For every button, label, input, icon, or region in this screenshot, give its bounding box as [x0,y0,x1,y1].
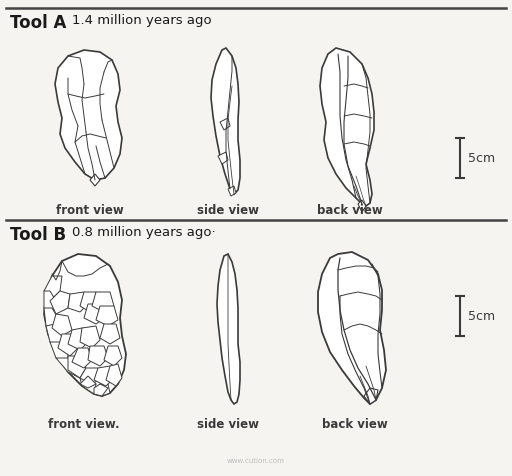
Polygon shape [55,50,122,180]
Polygon shape [94,366,114,386]
Text: side view: side view [197,418,259,431]
Text: side view: side view [197,204,259,217]
Polygon shape [211,48,240,194]
Polygon shape [88,346,108,366]
Text: front view: front view [56,204,124,217]
Polygon shape [100,324,120,344]
Polygon shape [50,291,70,314]
Polygon shape [104,346,122,366]
Text: back view: back view [322,418,388,431]
Text: front view.: front view. [48,418,120,431]
Polygon shape [320,48,374,206]
Polygon shape [44,254,126,396]
Polygon shape [44,291,56,314]
Text: back view: back view [317,204,383,217]
Text: Tool A: Tool A [10,14,67,32]
Text: 0.8 million years ago·: 0.8 million years ago· [72,226,216,239]
Polygon shape [44,276,62,301]
Polygon shape [84,304,104,324]
Polygon shape [80,292,100,312]
Polygon shape [318,252,386,404]
Polygon shape [106,364,122,386]
Text: 1.4 million years ago: 1.4 million years ago [72,14,211,27]
Text: www.cution.com: www.cution.com [227,458,285,464]
Polygon shape [228,186,236,196]
Polygon shape [72,348,92,368]
Polygon shape [68,328,88,350]
Polygon shape [220,118,230,130]
Polygon shape [94,384,110,396]
Polygon shape [80,326,100,348]
Polygon shape [92,292,114,312]
Text: 5cm: 5cm [468,151,495,165]
Polygon shape [96,306,118,326]
Polygon shape [68,356,86,378]
Polygon shape [217,254,240,404]
Polygon shape [50,342,68,364]
Polygon shape [94,384,108,396]
Polygon shape [58,334,78,356]
Polygon shape [80,368,100,384]
Polygon shape [364,388,378,404]
Polygon shape [52,314,72,336]
Polygon shape [358,200,366,212]
Text: 5cm: 5cm [468,309,495,323]
Polygon shape [80,376,96,388]
Polygon shape [56,358,80,378]
Polygon shape [46,324,62,348]
Polygon shape [44,308,58,332]
Polygon shape [90,174,100,186]
Polygon shape [68,292,88,312]
Text: Tool B: Tool B [10,226,66,244]
Polygon shape [80,376,96,394]
Polygon shape [218,152,228,164]
